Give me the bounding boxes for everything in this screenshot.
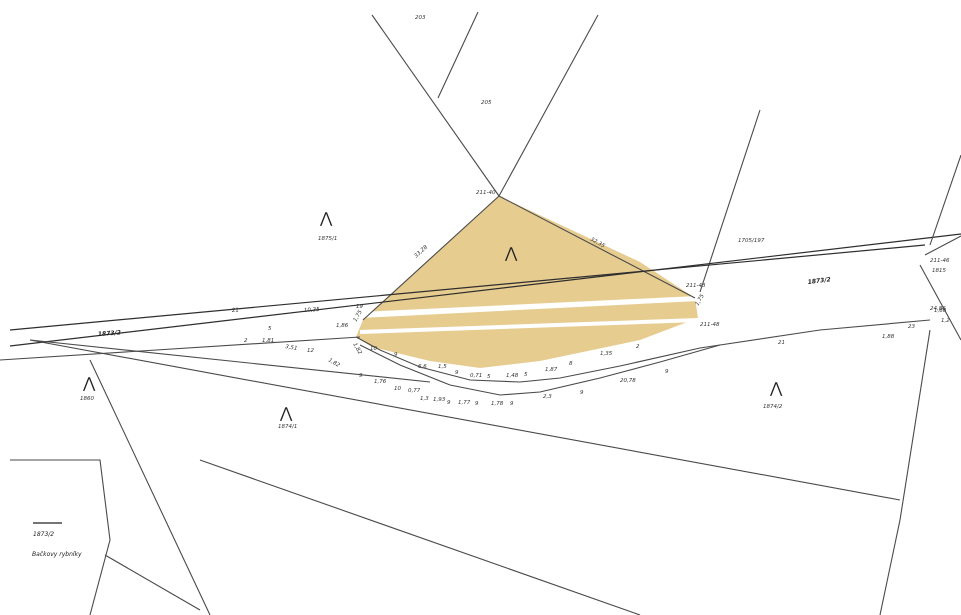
point-label: 211-40 <box>476 190 496 196</box>
distance-label: 0,71 <box>470 373 482 379</box>
distance-label: 23 <box>908 324 915 330</box>
distance-label: 1,78 <box>491 401 504 407</box>
distance-label: 9 <box>580 390 584 396</box>
legend-code: 1873/2 <box>33 531 54 538</box>
distance-label: 9 <box>510 401 514 407</box>
distance-label: 1,60 <box>934 308 947 314</box>
parcel-label: 1860 <box>80 396 94 402</box>
distance-label: 1,86 <box>336 323 349 329</box>
distance-label: 9 <box>394 352 398 358</box>
distance-label: 1,5 <box>438 364 447 370</box>
parcel-label: 1873/2 <box>807 276 831 286</box>
distance-label: 0,77 <box>408 388 421 394</box>
road-gap <box>360 296 698 318</box>
distance-label: 1,82 <box>351 342 363 356</box>
parcel-label: 1874/2 <box>763 404 783 410</box>
distance-label: 1,35 <box>600 351 613 357</box>
distance-label: 1,75 <box>695 293 707 307</box>
distance-label: 10,35 <box>304 307 321 314</box>
map-legend: 1873/2 Bačkovy rybníky <box>32 522 82 558</box>
distance-label: 1,76 <box>374 379 387 385</box>
road-gap <box>360 318 698 334</box>
distance-label: 1,88 <box>882 334 895 340</box>
grass-symbol: ⋀ <box>82 374 96 392</box>
land-use-symbols: ⋀ ⋀ ⋀ ⋀ ⋀ <box>82 209 783 422</box>
distance-label: 24,86 <box>930 306 946 312</box>
grass-symbol: ⋀ <box>279 404 293 422</box>
distance-label: 1,75 <box>353 309 365 323</box>
grass-symbol: ⋀ <box>504 244 518 262</box>
distance-label: 9 <box>475 401 479 407</box>
distance-label: 5 <box>524 372 528 378</box>
grass-symbol: ⋀ <box>769 379 783 397</box>
distance-label: 10 <box>394 386 401 392</box>
distance-label: 1,82 <box>327 358 341 370</box>
distance-label: 5 <box>268 326 272 332</box>
point-label: 211-46 <box>930 258 950 264</box>
parcel-label: 1875/1 <box>318 236 337 242</box>
distance-label: 9 <box>665 369 669 375</box>
distance-label: 1,93 <box>433 397 446 403</box>
distance-label: 12 <box>307 348 314 354</box>
point-label: 211-48 <box>700 322 720 328</box>
parcel-label: 205 <box>481 100 492 106</box>
distance-label: 20,78 <box>620 378 636 384</box>
distance-label: 9 <box>455 370 459 376</box>
distance-label: 1,87 <box>545 367 558 373</box>
distance-label: 1,77 <box>458 400 471 406</box>
parcel-label: 1705/197 <box>738 238 765 244</box>
distance-label: 9 <box>359 373 363 379</box>
distance-label: 10 <box>370 346 377 352</box>
parcel-labels: 203 205 1875/1 1705/197 1873/2 1873/2 18… <box>80 15 946 430</box>
legend-caption: Bačkovy rybníky <box>32 551 82 558</box>
distance-label: 21 <box>778 340 785 346</box>
point-labels: 211-40 211-43 211-48 211-46 <box>476 190 950 328</box>
parcel-label: 1874/1 <box>278 424 297 430</box>
distance-label: 9 <box>447 400 451 406</box>
grass-symbol: ⋀ <box>319 209 333 227</box>
distance-label: 19 <box>356 304 363 310</box>
distance-label: 33,28 <box>413 244 429 259</box>
distance-label: 3,51 <box>285 344 298 352</box>
distance-label: 8 <box>569 361 573 367</box>
parcel-boundaries <box>0 11 961 615</box>
distance-label: 1,81 <box>262 338 274 344</box>
distance-label: 2 <box>244 338 248 344</box>
distance-label: 6,6 <box>418 364 427 370</box>
parcel-label: 1815 <box>932 268 946 274</box>
distance-label: 2 <box>636 344 640 350</box>
distance-label: 2,3 <box>543 394 552 400</box>
distance-label: 1,3 <box>420 396 429 402</box>
point-label: 211-43 <box>686 283 706 289</box>
distance-label: 21 <box>232 308 239 314</box>
parcel-label: 1873/2 <box>98 329 122 338</box>
distance-label: 1,48 <box>506 373 519 379</box>
parcel-label: 203 <box>415 15 426 21</box>
distance-label: 5 <box>487 374 491 380</box>
distance-label: 1,2 <box>941 318 950 324</box>
